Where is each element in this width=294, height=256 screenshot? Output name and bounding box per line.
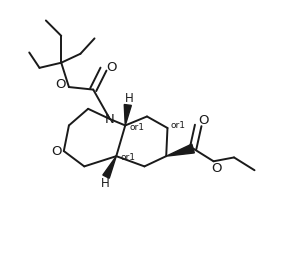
Text: H: H <box>125 92 133 105</box>
Text: O: O <box>198 114 208 127</box>
Polygon shape <box>103 156 116 178</box>
Text: H: H <box>101 177 110 190</box>
Text: or1: or1 <box>130 123 145 133</box>
Text: O: O <box>106 61 116 74</box>
Text: O: O <box>211 162 221 175</box>
Text: O: O <box>56 79 66 91</box>
Text: or1: or1 <box>120 153 135 162</box>
Text: O: O <box>51 145 61 157</box>
Polygon shape <box>124 104 131 125</box>
Text: or1: or1 <box>170 121 185 130</box>
Polygon shape <box>166 144 194 156</box>
Text: N: N <box>105 113 115 125</box>
